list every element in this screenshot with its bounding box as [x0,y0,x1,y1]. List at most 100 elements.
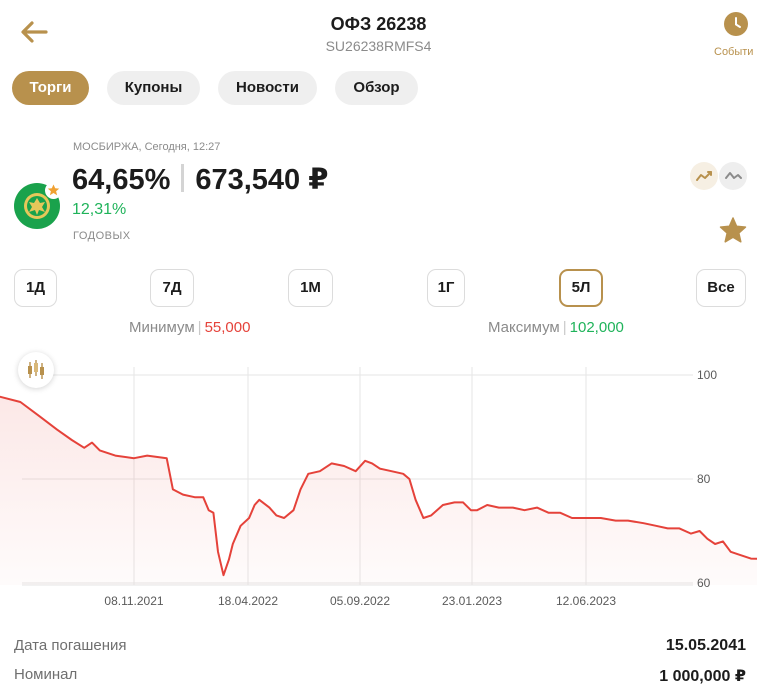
data-point [585,517,586,518]
data-point [409,478,410,479]
data-point [182,494,183,495]
data-point [228,559,229,560]
tab-overview[interactable]: Обзор [335,71,418,105]
data-point [99,450,100,451]
data-point [203,497,204,498]
tab-trading[interactable]: Торги [12,71,89,105]
data-point [560,512,561,513]
price-area-fill [0,396,757,585]
yield-chart-mode-button[interactable] [719,162,747,190]
data-point [84,447,85,448]
data-point [91,442,92,443]
favorite-badge [45,182,62,199]
favorite-button[interactable] [718,216,748,246]
data-point [403,473,404,474]
data-point [715,543,716,544]
data-point [319,471,320,472]
x-tick-label: 05.09.2022 [330,594,390,608]
data-point [738,554,739,555]
yield-label: ГОДОВЫХ [73,230,131,242]
data-point [536,507,537,508]
minimum-value: 55,000 [204,319,251,336]
data-point [331,463,332,464]
tab-coupons[interactable]: Купоны [107,71,200,105]
data-point [643,523,644,524]
period-all[interactable]: Все [696,269,746,307]
quote-source: МОСБИРЖА, Сегодня, 12:27 [73,141,221,153]
period-1m[interactable]: 1М [288,269,333,307]
data-point [615,520,616,521]
range-maximum: Максимум | 102,000 [488,319,624,336]
nominal-row: Номинал 1 000,000 ₽ [14,666,746,686]
candlestick-toggle-button[interactable] [18,352,54,388]
nominal-label: Номинал [14,666,78,683]
candlestick-icon [28,360,44,379]
data-point [344,465,345,466]
data-point [477,510,478,511]
star-icon [719,217,747,243]
price-divider [181,164,185,192]
period-1y[interactable]: 1Г [427,269,465,307]
data-point [172,489,173,490]
arrow-left-icon [21,21,48,43]
price-line [0,395,757,577]
data-point [217,551,218,552]
data-point [133,458,134,459]
data-point [730,551,731,552]
period-1d[interactable]: 1Д [14,269,57,307]
y-tick-label: 100 [697,368,717,382]
data-point [571,517,572,518]
tab-news[interactable]: Новости [218,71,317,105]
data-point [679,528,680,529]
period-7d[interactable]: 7Д [150,269,194,307]
data-point [498,507,499,508]
period-5y[interactable]: 5Л [559,269,603,307]
data-point [487,504,488,505]
data-point [442,504,443,505]
data-point [300,489,301,490]
y-tick-label: 60 [697,576,711,590]
data-point [379,468,380,469]
maturity-row: Дата погашения 15.05.2041 [14,637,746,659]
price-rub: 673,540 ₽ [195,164,329,196]
data-point [254,504,255,505]
range-minimum: Минимум | 55,000 [129,319,250,336]
data-point [548,512,549,513]
data-point [308,473,309,474]
data-point [147,455,148,456]
back-button[interactable] [18,16,50,48]
events-label: Событи [714,46,754,58]
data-point [269,507,270,508]
x-tick-label: 12.06.2023 [556,594,616,608]
line-chart-mode-button[interactable] [690,162,718,190]
yield-value: 12,31% [72,201,127,218]
period-selector: 1Д 7Д 1М 1Г 5Л Все [0,269,757,307]
data-point [423,517,424,518]
data-point [240,525,241,526]
data-point [166,458,167,459]
data-point [115,455,116,456]
data-point [722,541,723,542]
data-point [655,525,656,526]
data-point [223,575,224,576]
maturity-value: 15.05.2041 [665,637,746,654]
minimum-divider: | [197,319,202,336]
data-point [232,543,233,544]
data-point [249,517,250,518]
x-tick-label: 08.11.2021 [104,594,163,608]
data-point [600,517,601,518]
price-percent: 64,65% [72,164,171,196]
data-point [470,510,471,511]
data-point [750,558,751,559]
data-point [293,510,294,511]
nominal-value: 1 000,000 ₽ [659,668,746,685]
data-point [391,471,392,472]
issuer-logo [14,182,62,231]
data-point [39,416,40,417]
data-point [194,497,195,498]
minimum-label: Минимум [129,319,195,336]
data-point [707,538,708,539]
data-point [276,515,277,516]
data-point [454,502,455,503]
price-chart[interactable]: 100 80 60 08.11.2021 18.04.2022 05.09.2022 23.… [0,345,757,615]
